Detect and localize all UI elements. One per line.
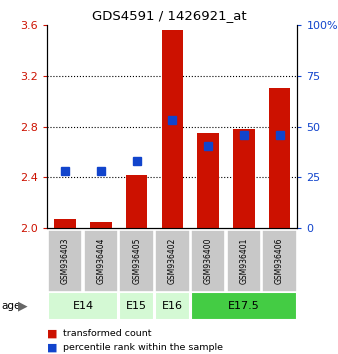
Text: GSM936400: GSM936400: [203, 238, 213, 284]
Text: GSM936401: GSM936401: [239, 238, 248, 284]
Text: GSM936404: GSM936404: [96, 238, 105, 284]
Text: GSM936402: GSM936402: [168, 238, 177, 284]
Text: E16: E16: [162, 301, 183, 311]
Text: GDS4591 / 1426921_at: GDS4591 / 1426921_at: [92, 9, 246, 22]
Bar: [262, 230, 297, 292]
Bar: [84, 230, 118, 292]
Bar: [48, 292, 118, 320]
Bar: [191, 292, 297, 320]
Bar: [155, 292, 190, 320]
Text: E14: E14: [72, 301, 94, 311]
Bar: [155, 230, 190, 292]
Text: percentile rank within the sample: percentile rank within the sample: [63, 343, 222, 352]
Bar: [120, 292, 154, 320]
Bar: [162, 30, 183, 228]
Bar: [197, 133, 219, 228]
Bar: [233, 129, 255, 228]
Bar: [54, 219, 76, 228]
Bar: [48, 230, 82, 292]
Bar: [120, 230, 154, 292]
Text: ■: ■: [47, 329, 58, 338]
Bar: [90, 222, 112, 228]
Text: E17.5: E17.5: [228, 301, 260, 311]
Bar: [269, 88, 290, 228]
Text: age: age: [2, 301, 21, 311]
Text: transformed count: transformed count: [63, 329, 151, 338]
Text: E15: E15: [126, 301, 147, 311]
Text: ▶: ▶: [18, 300, 28, 313]
Text: GSM936406: GSM936406: [275, 238, 284, 284]
Bar: [191, 230, 225, 292]
Bar: [126, 175, 147, 228]
Text: GSM936403: GSM936403: [61, 238, 70, 284]
Text: GSM936405: GSM936405: [132, 238, 141, 284]
Bar: [227, 230, 261, 292]
Text: ■: ■: [47, 343, 58, 353]
